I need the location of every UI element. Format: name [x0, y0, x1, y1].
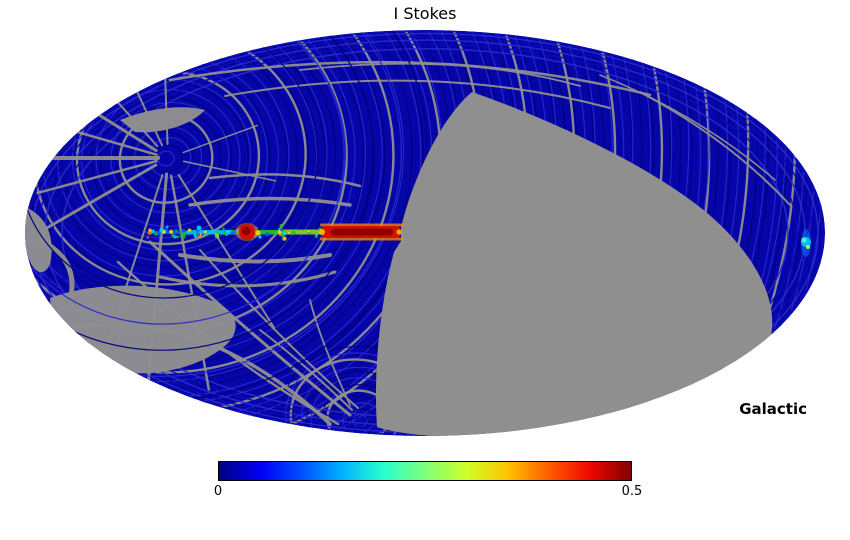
- patch-overlay-rings: [25, 30, 428, 402]
- plot-title: I Stokes: [393, 4, 457, 23]
- colorbar-gradient: [218, 461, 632, 481]
- coordinate-label: Galactic: [739, 400, 807, 418]
- right-edge-source: [801, 229, 811, 257]
- mollweide-map: [25, 30, 825, 436]
- sky-map: [25, 30, 825, 436]
- unobserved-region: [376, 92, 773, 436]
- colorbar-tick-max: 0.5: [621, 484, 643, 499]
- colorbar-tick-min: 0: [213, 484, 223, 499]
- galactic-plane: [145, 223, 404, 241]
- colorbar: 0 0.5: [214, 461, 642, 499]
